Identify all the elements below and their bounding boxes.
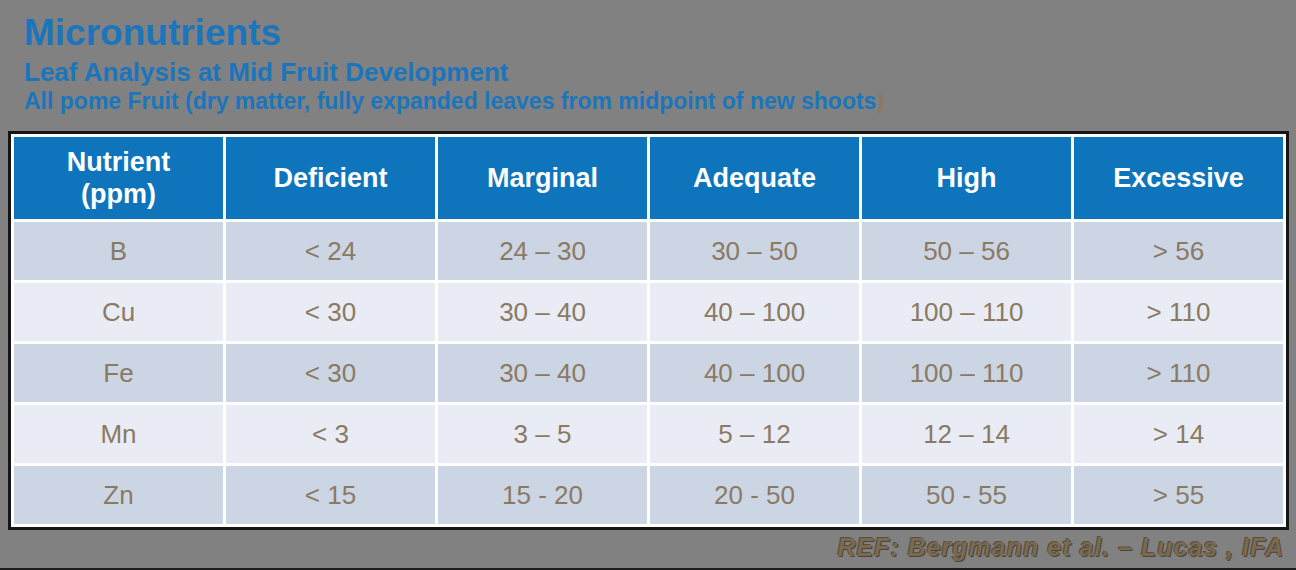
value-cell: 50 – 56 xyxy=(862,222,1071,280)
column-header: Nutrient (ppm) xyxy=(14,137,223,219)
subtitle-line1: Leaf Analysis at Mid Fruit Development xyxy=(24,58,884,87)
column-header: High xyxy=(862,137,1071,219)
value-cell: > 55 xyxy=(1074,466,1283,524)
value-cell: > 110 xyxy=(1074,283,1283,341)
value-cell: 15 - 20 xyxy=(438,466,647,524)
page-title: Micronutrients xyxy=(24,13,884,54)
value-cell: 100 – 110 xyxy=(862,344,1071,402)
reference-citation: REF: Bergmann et al. – Lucas , IFA xyxy=(837,533,1284,562)
subtitle-close-paren: ) xyxy=(876,88,884,114)
value-cell: 24 – 30 xyxy=(438,222,647,280)
nutrient-cell: Mn xyxy=(14,405,223,463)
value-cell: < 30 xyxy=(226,283,435,341)
value-cell: < 15 xyxy=(226,466,435,524)
table-row: Zn< 1515 - 2020 - 5050 - 55> 55 xyxy=(14,466,1283,524)
table-row: Cu< 3030 – 4040 – 100100 – 110> 110 xyxy=(14,283,1283,341)
nutrient-cell: Cu xyxy=(14,283,223,341)
table-row: Mn< 33 – 55 – 1212 – 14> 14 xyxy=(14,405,1283,463)
value-cell: 20 - 50 xyxy=(650,466,859,524)
value-cell: 40 – 100 xyxy=(650,344,859,402)
nutrient-table-body: B< 2424 – 3030 – 5050 – 56> 56Cu< 3030 –… xyxy=(14,222,1283,524)
nutrient-cell: Fe xyxy=(14,344,223,402)
value-cell: 50 - 55 xyxy=(862,466,1071,524)
nutrient-cell: B xyxy=(14,222,223,280)
value-cell: > 14 xyxy=(1074,405,1283,463)
value-cell: 40 – 100 xyxy=(650,283,859,341)
value-cell: 12 – 14 xyxy=(862,405,1071,463)
table-row: B< 2424 – 3030 – 5050 – 56> 56 xyxy=(14,222,1283,280)
value-cell: 30 – 40 xyxy=(438,283,647,341)
value-cell: < 3 xyxy=(226,405,435,463)
value-cell: > 56 xyxy=(1074,222,1283,280)
column-header: Excessive xyxy=(1074,137,1283,219)
slide-header: Micronutrients Leaf Analysis at Mid Frui… xyxy=(24,13,884,115)
subtitle-line2: All pome Fruit (dry matter, fully expand… xyxy=(24,89,884,114)
value-cell: 5 – 12 xyxy=(650,405,859,463)
column-header: Deficient xyxy=(226,137,435,219)
column-header: Adequate xyxy=(650,137,859,219)
table-row: Fe< 3030 – 4040 – 100100 – 110> 110 xyxy=(14,344,1283,402)
value-cell: 30 – 50 xyxy=(650,222,859,280)
value-cell: 3 – 5 xyxy=(438,405,647,463)
value-cell: 30 – 40 xyxy=(438,344,647,402)
subtitle-line2-text: All pome Fruit (dry matter, fully expand… xyxy=(24,88,876,114)
nutrient-cell: Zn xyxy=(14,466,223,524)
table-header-row: Nutrient (ppm)DeficientMarginalAdequateH… xyxy=(14,137,1283,219)
nutrient-table: Nutrient (ppm)DeficientMarginalAdequateH… xyxy=(8,131,1289,530)
value-cell: < 30 xyxy=(226,344,435,402)
column-header: Marginal xyxy=(438,137,647,219)
value-cell: 100 – 110 xyxy=(862,283,1071,341)
value-cell: < 24 xyxy=(226,222,435,280)
value-cell: > 110 xyxy=(1074,344,1283,402)
